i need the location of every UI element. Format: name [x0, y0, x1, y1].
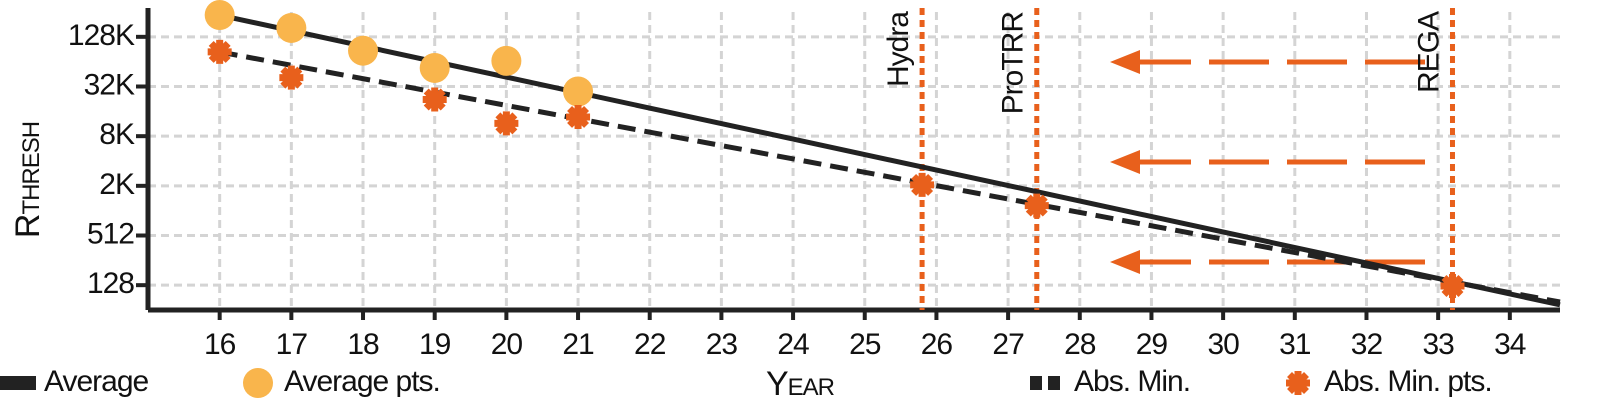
legend-marker — [1286, 371, 1310, 395]
y-tick-label: 2K — [99, 168, 135, 201]
y-tick-label: 512 — [87, 217, 134, 250]
x-tick-label: 29 — [1136, 328, 1168, 361]
point — [1024, 193, 1049, 218]
point — [419, 52, 450, 83]
x-tick-label: 32 — [1351, 328, 1383, 361]
point — [563, 76, 594, 107]
y-tick-label: 128 — [87, 267, 134, 300]
arrow-head — [1110, 250, 1140, 274]
point — [566, 104, 591, 129]
line — [219, 49, 1561, 305]
x-tick-label: 26 — [921, 328, 953, 361]
x-tick-label: 33 — [1422, 328, 1454, 361]
x-tick-label: 25 — [849, 328, 881, 361]
arrow-head — [1110, 150, 1140, 174]
x-tick-label: 30 — [1207, 328, 1239, 361]
x-tick-label: 17 — [276, 328, 308, 361]
arrow-head — [1110, 50, 1140, 74]
x-tick-label: 31 — [1279, 328, 1311, 361]
legend-label: Average pts. — [284, 365, 440, 398]
legend-marker — [243, 368, 273, 398]
x-tick-label: 20 — [491, 328, 523, 361]
x-tick-label: 27 — [992, 328, 1024, 361]
x-tick-label: 19 — [419, 328, 451, 361]
annotation-label: ProTRR — [997, 12, 1030, 115]
x-tick-label: 18 — [347, 328, 379, 361]
point — [204, 0, 235, 31]
x-tick-label: 21 — [562, 328, 594, 361]
point — [1440, 274, 1465, 299]
y-tick-label: 128K — [68, 19, 135, 52]
x-tick-label: 22 — [634, 328, 666, 361]
legend-label: Abs. Min. — [1074, 365, 1190, 398]
x-tick-label: 16 — [204, 328, 236, 361]
point — [276, 12, 307, 43]
legend-label: Abs. Min. pts. — [1324, 365, 1492, 398]
y-tick-label: 32K — [84, 68, 135, 101]
arrows — [1110, 50, 1425, 274]
x-tick-label: 24 — [777, 328, 809, 361]
y-axis-label: Rthresh — [9, 122, 47, 238]
point — [348, 35, 379, 66]
y-tick-label: 8K — [99, 118, 135, 151]
x-tick-label: 23 — [706, 328, 738, 361]
point — [279, 65, 304, 90]
annotation-label: Hydra — [882, 11, 915, 87]
grid — [148, 12, 1560, 310]
point — [207, 39, 232, 64]
x-tick-label: 28 — [1064, 328, 1096, 361]
annotation-label: REGA — [1412, 11, 1445, 93]
point — [422, 87, 447, 112]
x-axis-label: Year — [766, 365, 835, 403]
legend-label: Average — [44, 365, 149, 398]
point — [491, 45, 522, 76]
point — [494, 111, 519, 136]
point — [910, 172, 935, 197]
x-tick-label: 34 — [1494, 328, 1526, 361]
